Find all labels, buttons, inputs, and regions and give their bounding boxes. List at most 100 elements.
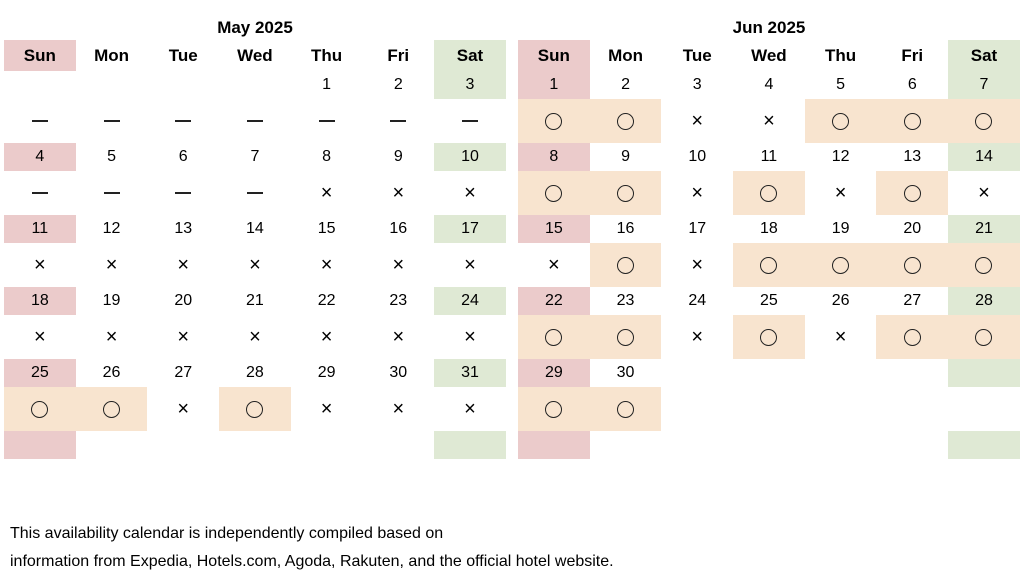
calendar-grid: Sun Mon Tue Wed Thu Fri Sat 1 2 3 4 5 6 7 8 9 10 × × × 11 12 1… — [4, 40, 506, 487]
availability-cell-unavailable: × — [805, 315, 877, 359]
availability-cell-available — [804, 243, 877, 287]
availability-cell-unavailable: × — [362, 387, 434, 431]
sunday-column-footer — [4, 431, 76, 459]
no-data-dash-icon — [31, 120, 48, 122]
weekday-header: Tue — [682, 45, 712, 65]
day-number: 20 — [903, 220, 922, 237]
availability-cell-no-data — [219, 99, 291, 143]
weekday-header: Wed — [237, 45, 273, 65]
unavailable-cross-icon: × — [763, 110, 775, 132]
day-number: 11 — [4, 215, 76, 243]
weekday-header: Mon — [608, 45, 643, 65]
unavailable-cross-icon: × — [392, 182, 405, 204]
no-data-dash-icon — [175, 120, 192, 122]
availability-cell-unavailable: × — [147, 387, 219, 431]
weekday-header: Sat — [434, 40, 506, 71]
availability-cell-no-data — [4, 99, 76, 143]
availability-cell-available — [518, 171, 590, 215]
no-data-dash-icon — [461, 120, 478, 122]
no-data-dash-icon — [318, 120, 335, 122]
day-number: 19 — [102, 292, 121, 309]
day-number: 23 — [616, 292, 635, 309]
unavailable-cross-icon: × — [548, 254, 560, 276]
availability-cell-available — [589, 171, 662, 215]
availability-cell-unavailable: × — [434, 243, 506, 287]
day-number: 14 — [948, 143, 1020, 171]
availability-cell-unavailable: × — [362, 315, 434, 359]
day-number: 7 — [948, 71, 1020, 99]
day-number — [876, 359, 948, 387]
available-circle-icon — [246, 400, 264, 418]
day-number: 12 — [831, 148, 850, 165]
available-circle-icon — [975, 112, 993, 130]
day-number: 8 — [518, 143, 590, 171]
availability-cell-unavailable: × — [4, 243, 76, 287]
availability-cell-available — [518, 315, 590, 359]
no-data-dash-icon — [390, 120, 407, 122]
day-number: 6 — [178, 148, 188, 165]
unavailable-cross-icon: × — [34, 326, 46, 348]
availability-cell-unavailable: × — [147, 243, 219, 287]
day-number: 11 — [760, 148, 778, 165]
unavailable-cross-icon: × — [249, 254, 261, 276]
day-number: 27 — [174, 364, 193, 381]
calendar-grid: Sun Mon Tue Wed Thu Fri Sat 1 2 3 4 5 6 7 × × 8 9 10 11 12 13… — [518, 40, 1020, 487]
unavailable-cross-icon: × — [834, 182, 847, 204]
day-number: 26 — [102, 364, 121, 381]
unavailable-cross-icon: × — [464, 254, 476, 276]
day-number: 3 — [692, 76, 702, 93]
unavailable-cross-icon: × — [177, 326, 190, 348]
available-circle-icon — [760, 184, 778, 202]
availability-cell-available — [876, 243, 949, 287]
day-number: 24 — [688, 292, 707, 309]
day-number: 30 — [389, 364, 408, 381]
day-number: 15 — [518, 215, 590, 243]
availability-cell-available — [589, 387, 662, 431]
availability-cell-available — [219, 387, 291, 431]
availability-cell-unavailable: × — [661, 315, 733, 359]
day-number: 28 — [948, 287, 1020, 315]
day-number: 21 — [246, 292, 264, 309]
availability-cell-unavailable: × — [661, 243, 733, 287]
availability-cell-available — [804, 99, 877, 143]
day-number: 28 — [246, 364, 264, 381]
availability-cell-no-data — [291, 99, 363, 143]
weekday-header: Fri — [387, 45, 410, 65]
availability-cell-unavailable: × — [362, 171, 434, 215]
unavailable-cross-icon: × — [320, 326, 333, 348]
day-number: 16 — [616, 220, 635, 237]
day-number: 14 — [246, 220, 264, 237]
availability-cell-available — [876, 315, 949, 359]
availability-cell-unavailable: × — [291, 171, 363, 215]
available-circle-icon — [617, 400, 635, 418]
available-circle-icon — [617, 112, 635, 130]
weekday-header: Thu — [825, 45, 857, 65]
weekday-header: Sun — [4, 40, 76, 71]
day-number: 13 — [174, 220, 193, 237]
availability-cell-unavailable: × — [4, 315, 76, 359]
availability-cell-no-data — [434, 99, 506, 143]
day-number: 29 — [317, 364, 336, 381]
available-circle-icon — [31, 400, 49, 418]
availability-cell-empty — [661, 387, 733, 431]
available-circle-icon — [617, 184, 635, 202]
day-number — [4, 71, 76, 99]
availability-cell-no-data — [76, 171, 148, 215]
no-data-dash-icon — [175, 192, 192, 194]
month-title: Jun 2025 — [732, 18, 806, 37]
day-number: 3 — [434, 71, 506, 99]
availability-cell-unavailable: × — [434, 387, 506, 431]
availability-cell-unavailable: × — [805, 171, 877, 215]
available-circle-icon — [903, 112, 921, 130]
unavailable-cross-icon: × — [392, 254, 405, 276]
unavailable-cross-icon: × — [320, 254, 333, 276]
no-data-dash-icon — [31, 192, 48, 194]
availability-cell-unavailable: × — [661, 171, 733, 215]
available-circle-icon — [103, 400, 121, 418]
availability-cell-unavailable: × — [733, 99, 805, 143]
availability-cell-no-data — [147, 171, 219, 215]
day-number: 5 — [107, 148, 116, 165]
day-number: 26 — [831, 292, 850, 309]
weekday-header: Fri — [901, 45, 924, 65]
availability-cell-unavailable: × — [291, 387, 363, 431]
